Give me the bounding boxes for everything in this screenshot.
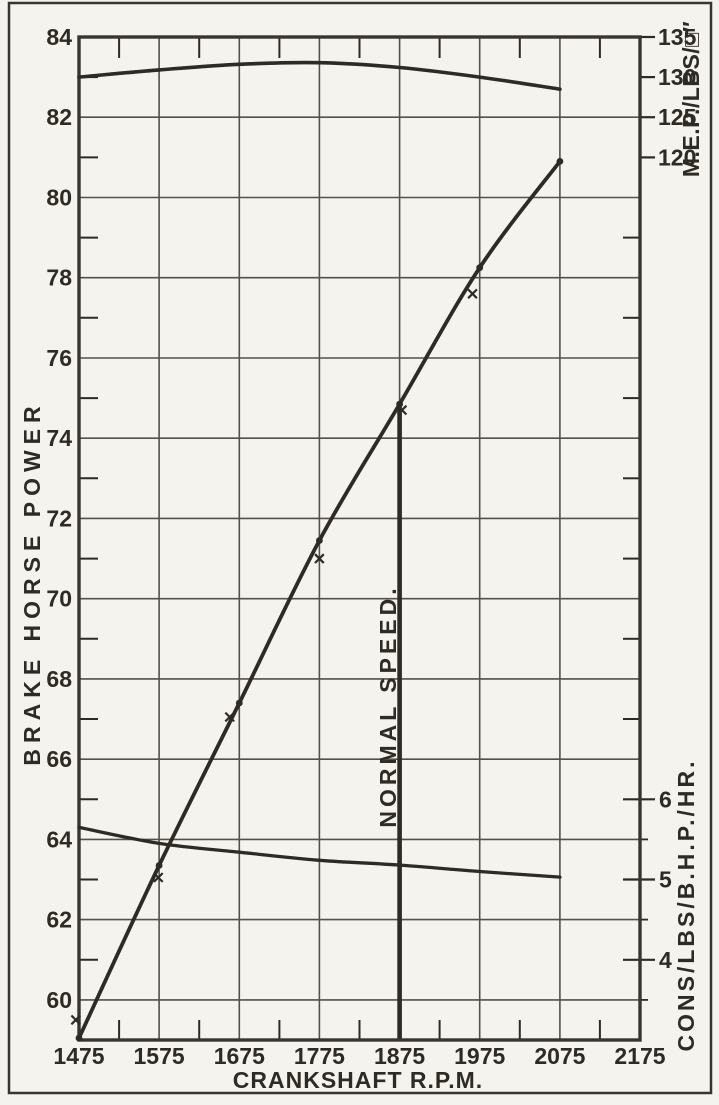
mep-tick-label: 125 — [658, 104, 697, 130]
data-point-x — [467, 288, 478, 299]
normal-speed-label: NORMAL SPEED. — [375, 584, 401, 827]
cons-tick-label: 6 — [659, 786, 672, 812]
x-tick-label: 1675 — [214, 1043, 265, 1069]
left-tick-label: 74 — [46, 425, 72, 451]
x-tick-label: 1775 — [294, 1043, 345, 1069]
x-tick-label: 1875 — [374, 1043, 425, 1069]
data-point-x — [314, 553, 325, 564]
brake-horse-power-test-points-series — [70, 288, 478, 1026]
data-point-dot — [476, 264, 484, 272]
left-tick-label: 72 — [46, 505, 72, 531]
mean-effective-pressure-curve — [77, 60, 562, 91]
left-tick-label: 64 — [46, 826, 72, 852]
left-tick-label: 82 — [46, 104, 72, 130]
fuel-consumption-curve — [77, 825, 562, 879]
brake-horse-power-series — [75, 158, 564, 1042]
data-point-dot — [155, 862, 163, 869]
mep-tick-label: 135 — [658, 24, 697, 50]
left-tick-label: 68 — [46, 666, 72, 692]
left-tick-label: 66 — [46, 746, 72, 772]
data-point-x — [70, 1014, 81, 1026]
data-point-x — [153, 872, 164, 883]
left-tick-label: 62 — [46, 907, 72, 933]
fuel-consumption-series — [77, 825, 562, 879]
plot-frame — [77, 35, 642, 1042]
cons-tick-label: 5 — [659, 867, 672, 893]
data-point-x — [224, 711, 235, 723]
x-tick-label: 1975 — [454, 1043, 505, 1069]
data-point-dot — [556, 158, 564, 165]
data-point-x — [396, 404, 408, 416]
left-tick-label: 60 — [46, 987, 72, 1013]
cons-tick-label: 4 — [659, 947, 672, 973]
cons-axis-title: CONS/LBS/B.H.P./HR. — [673, 759, 699, 1052]
x-axis-title: CRANKSHAFT R.P.M. — [233, 1067, 483, 1093]
left-tick-label: 84 — [46, 24, 72, 50]
axis-ticks — [80, 35, 655, 1039]
grid — [79, 37, 640, 1040]
left-tick-label: 76 — [46, 345, 72, 371]
x-tick-label: 1475 — [53, 1043, 104, 1069]
data-point-dot — [235, 699, 243, 707]
mep-tick-label: 120 — [658, 144, 696, 170]
left-tick-label: 70 — [46, 586, 72, 612]
mean-effective-pressure-series — [77, 60, 562, 91]
mep-tick-label: 130 — [658, 64, 696, 90]
x-tick-label: 2075 — [534, 1043, 585, 1069]
data-point-dot — [316, 537, 323, 544]
x-tick-label: 2175 — [614, 1043, 665, 1069]
photo-frame — [7, 1, 713, 1095]
left-axis-title: BRAKE HORSE POWER — [19, 400, 45, 765]
data-point-dot — [75, 1034, 83, 1042]
x-tick-label: 1575 — [134, 1043, 185, 1069]
left-tick-label: 78 — [46, 265, 72, 291]
left-tick-label: 80 — [46, 185, 72, 211]
mep-axis-title: M.E.P./LBS/□″ — [678, 21, 704, 177]
